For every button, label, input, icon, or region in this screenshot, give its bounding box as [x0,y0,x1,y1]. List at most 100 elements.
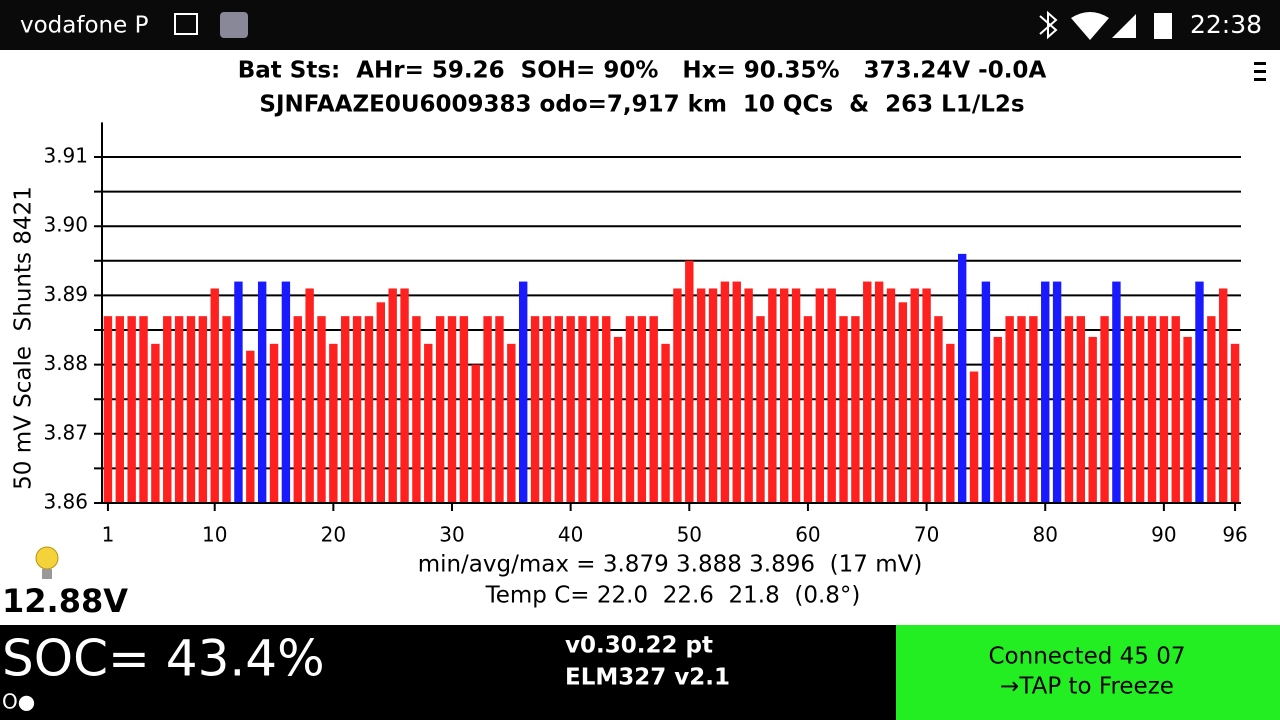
x-tick-label: 40 [558,523,583,547]
cell-bar [1005,316,1014,503]
adapter: ELM327 v2.1 [565,665,730,691]
cell-bar [376,302,386,503]
x-tick-label: 1 [102,523,115,547]
cell-bar [839,316,848,503]
cell-bar [957,253,967,503]
plot: 3.86 3.87 3.88 3.89 3.90 3.91 1 10 20 30 40 50 60 70 8… [43,122,1248,547]
cell-bar [993,336,1002,503]
cell-bar [791,288,801,503]
cell-bar [922,288,931,503]
cell-bar [1171,316,1180,503]
cell-bar [186,316,196,503]
cell-bar [1064,316,1074,503]
cell-bar [210,288,219,503]
cell-bar [329,343,338,503]
cell-bar [756,316,765,503]
cell-bar [151,343,160,503]
cell-bar [981,281,991,503]
cell-bar [780,288,789,503]
cell-bar [946,343,955,503]
carrier: vodafone P [20,13,149,39]
cell-bar [803,316,813,503]
connect-button[interactable]: Connected 45 07 →TAP to Freeze [896,625,1280,720]
cell-bar [768,288,777,503]
cell-bar [447,316,457,503]
cell-bar [388,288,397,503]
y-tick-label: 3.87 [43,420,88,444]
wifi-icon [1071,12,1109,40]
cell-bar [483,316,492,503]
cell-bar [696,288,706,503]
cell-bar [269,343,279,503]
cell-bar [1112,281,1121,503]
cell-bar [364,316,374,503]
connect-bg [896,625,1280,720]
cell-bar [352,316,362,503]
x-tick-label: 70 [914,523,939,547]
cell-bar [1100,316,1109,503]
cell-bar [1029,316,1038,503]
cell-bar [934,316,943,503]
status-bar [0,0,1280,50]
cell-bar [459,316,469,503]
bulb-glass [35,546,59,570]
cell-bar [257,281,267,503]
x-tick-label: 96 [1222,523,1247,547]
freeze-action: →TAP to Freeze [1000,674,1174,700]
y-tick-label: 3.88 [43,351,88,375]
battery-icon [1154,13,1172,39]
cell-bar [317,316,326,503]
cell-bar [1230,343,1240,503]
cell-bar [542,316,552,503]
cell-bar [685,260,694,503]
cell-bar [234,281,243,503]
cell-bar [1219,288,1228,503]
y-axis-label: 50 mV Scale Shunts 8421 [11,186,37,490]
header-line: SJNFAAZE0U6009383 odo=7,917 km 10 QCs & … [259,92,1024,118]
cell-bar [649,316,658,503]
x-tick-label: 10 [202,523,227,547]
cell-bar [400,288,409,503]
cell-bar [898,302,908,503]
cell-bar [435,316,445,503]
header-line: Bat Sts: AHr= 59.26 SOH= 90% Hx= 90.35% … [238,58,1047,84]
cell-bar [341,316,350,503]
cell-bar [1159,316,1169,503]
cell-bar [637,316,647,503]
cell-bar [518,281,528,503]
cell-bar [732,281,741,503]
menu-dot [1254,70,1266,73]
cell-bar [851,316,860,503]
x-tick-label: 30 [439,523,464,547]
cell-bar [115,316,124,503]
cell-bar [661,343,670,503]
cell-bar [305,288,314,503]
cell-bar [507,343,516,503]
cell-bar [1088,336,1097,503]
x-tick-label: 90 [1151,523,1176,547]
cell-bar [874,281,884,503]
cell-bar [910,288,919,503]
gallery-icon [174,13,198,35]
bulb-base [42,569,52,579]
x-tick-label: 50 [677,523,702,547]
menu-button[interactable] [1254,62,1266,81]
cell-bar [625,316,635,503]
cell-bar [673,288,682,503]
cell-bar [1124,316,1133,503]
cell-bar [886,288,896,503]
cell-bar [863,281,872,503]
version: v0.30.22 pt [565,633,713,659]
cell-bar [471,364,480,503]
cell-bar [1183,336,1192,503]
soc: SOC= 43.4% [2,630,325,688]
y-tick-label: 3.90 [43,213,88,237]
cell-bar [815,288,825,503]
cell-bar [1041,281,1050,503]
aux-voltage: 12.88V [2,582,128,620]
temp-stats: Temp C= 22.0 22.6 21.8 (0.8°) [485,583,861,609]
cell-stats: min/avg/max = 3.879 3.888 3.896 (17 mV) [418,552,923,578]
cell-bar [139,316,148,503]
